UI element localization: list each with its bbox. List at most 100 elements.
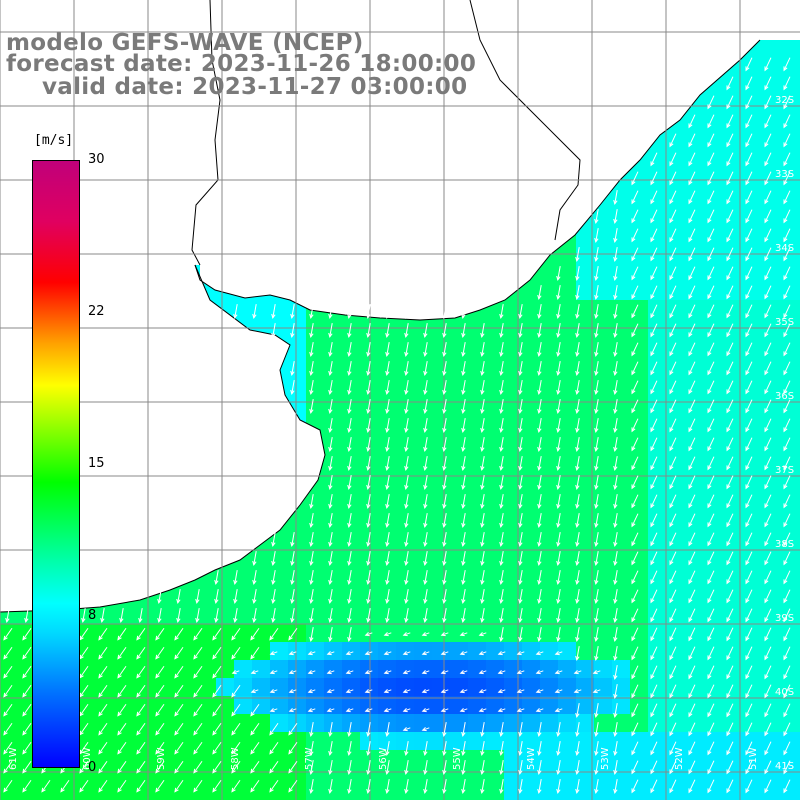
wind-arrow bbox=[631, 646, 639, 660]
field-cell bbox=[486, 642, 505, 661]
wind-arrow-head bbox=[499, 769, 504, 776]
field-cell bbox=[702, 462, 721, 481]
field-cell bbox=[630, 246, 649, 265]
wind-arrow-head bbox=[309, 617, 314, 624]
wind-arrow bbox=[783, 703, 791, 717]
wind-arrow-head bbox=[764, 446, 769, 452]
wind-arrow bbox=[764, 589, 772, 603]
wind-arrow-head bbox=[174, 692, 179, 698]
wind-arrow-head bbox=[556, 332, 561, 339]
wind-arrow-head bbox=[669, 408, 674, 414]
wind-arrow-head bbox=[214, 617, 219, 624]
wind-arrow-head bbox=[556, 541, 561, 548]
field-cell bbox=[18, 786, 37, 800]
field-cell bbox=[306, 354, 325, 373]
wind-arrow-head bbox=[783, 503, 788, 509]
wind-arrow bbox=[595, 779, 599, 793]
wind-arrow bbox=[272, 551, 276, 565]
wind-arrow-head bbox=[537, 351, 542, 358]
wind-arrow bbox=[348, 361, 352, 375]
wind-arrow-head bbox=[250, 688, 256, 694]
wind-arrow bbox=[650, 608, 658, 622]
wind-arrow bbox=[745, 551, 753, 565]
wind-arrow bbox=[462, 513, 466, 527]
wind-arrow bbox=[500, 380, 504, 394]
field-cell bbox=[180, 750, 199, 769]
wind-arrow bbox=[308, 651, 316, 655]
wind-arrow bbox=[441, 689, 449, 693]
field-cell bbox=[774, 570, 793, 589]
wind-arrow-head bbox=[366, 788, 371, 795]
wind-arrow bbox=[329, 437, 333, 451]
wind-arrow-head bbox=[404, 370, 409, 377]
wind-arrow-head bbox=[480, 503, 485, 510]
wind-arrow-head bbox=[366, 579, 371, 586]
wind-arrow-head bbox=[212, 692, 217, 698]
wind-arrow bbox=[688, 114, 696, 128]
wind-arrow-head bbox=[688, 712, 693, 718]
wind-arrow bbox=[669, 627, 677, 641]
field-cell bbox=[306, 660, 325, 679]
wind-arrow bbox=[726, 228, 734, 242]
coastline-north bbox=[194, 39, 761, 321]
wind-arrow-head bbox=[537, 294, 542, 301]
field-cell bbox=[576, 354, 595, 373]
wind-arrow-head bbox=[669, 693, 674, 699]
wind-arrow bbox=[745, 684, 753, 698]
wind-arrow-head bbox=[518, 636, 523, 643]
wind-arrow bbox=[726, 475, 734, 489]
wind-arrow bbox=[424, 532, 428, 546]
field-cell bbox=[558, 606, 577, 625]
wind-arrow bbox=[517, 651, 525, 655]
field-cell bbox=[630, 354, 649, 373]
wind-arrow-head bbox=[518, 522, 523, 529]
wind-arrow-head bbox=[366, 769, 371, 776]
wind-arrow-head bbox=[745, 180, 750, 186]
wind-arrow bbox=[669, 266, 677, 280]
wind-arrow bbox=[272, 323, 276, 337]
wind-arrow bbox=[348, 722, 352, 736]
field-cell bbox=[720, 696, 739, 715]
wind-arrow bbox=[764, 152, 772, 166]
wind-arrow bbox=[745, 399, 753, 413]
lat-label: 39S bbox=[775, 613, 794, 624]
field-cell bbox=[306, 372, 325, 391]
field-cell bbox=[540, 480, 559, 499]
wind-arrow bbox=[631, 570, 639, 584]
wind-arrow bbox=[253, 570, 257, 584]
wind-arrow-head bbox=[726, 351, 731, 357]
wind-arrow-head bbox=[726, 712, 731, 718]
field-cell bbox=[648, 480, 667, 499]
field-cell bbox=[486, 714, 505, 733]
wind-arrow-head bbox=[764, 731, 769, 737]
field-cell bbox=[324, 498, 343, 517]
field-cell bbox=[342, 336, 361, 355]
wind-arrow bbox=[479, 708, 487, 712]
field-cell bbox=[558, 390, 577, 409]
wind-arrow bbox=[329, 722, 333, 736]
field-cell bbox=[666, 318, 685, 337]
wind-arrow-head bbox=[309, 598, 314, 605]
wind-arrow bbox=[669, 304, 677, 318]
wind-arrow bbox=[462, 570, 466, 584]
wind-arrow-head bbox=[231, 711, 236, 717]
field-cell bbox=[0, 678, 19, 697]
wind-arrow-head bbox=[518, 389, 523, 396]
wind-arrow bbox=[764, 703, 772, 717]
field-cell bbox=[414, 390, 433, 409]
field-cell bbox=[648, 390, 667, 409]
wind-arrow-head bbox=[461, 731, 466, 738]
wind-arrow-head bbox=[157, 617, 162, 624]
field-cell bbox=[0, 786, 19, 800]
field-cell bbox=[324, 354, 343, 373]
field-cell bbox=[738, 228, 757, 247]
wind-arrow bbox=[253, 551, 257, 565]
wind-arrow bbox=[650, 532, 658, 546]
field-cell bbox=[630, 732, 649, 751]
wind-arrow bbox=[386, 608, 390, 622]
wind-arrow-head bbox=[726, 294, 731, 300]
wind-arrow bbox=[386, 437, 390, 451]
wind-arrow-head bbox=[347, 560, 352, 567]
field-cell bbox=[270, 768, 289, 787]
wind-arrow bbox=[745, 494, 753, 508]
